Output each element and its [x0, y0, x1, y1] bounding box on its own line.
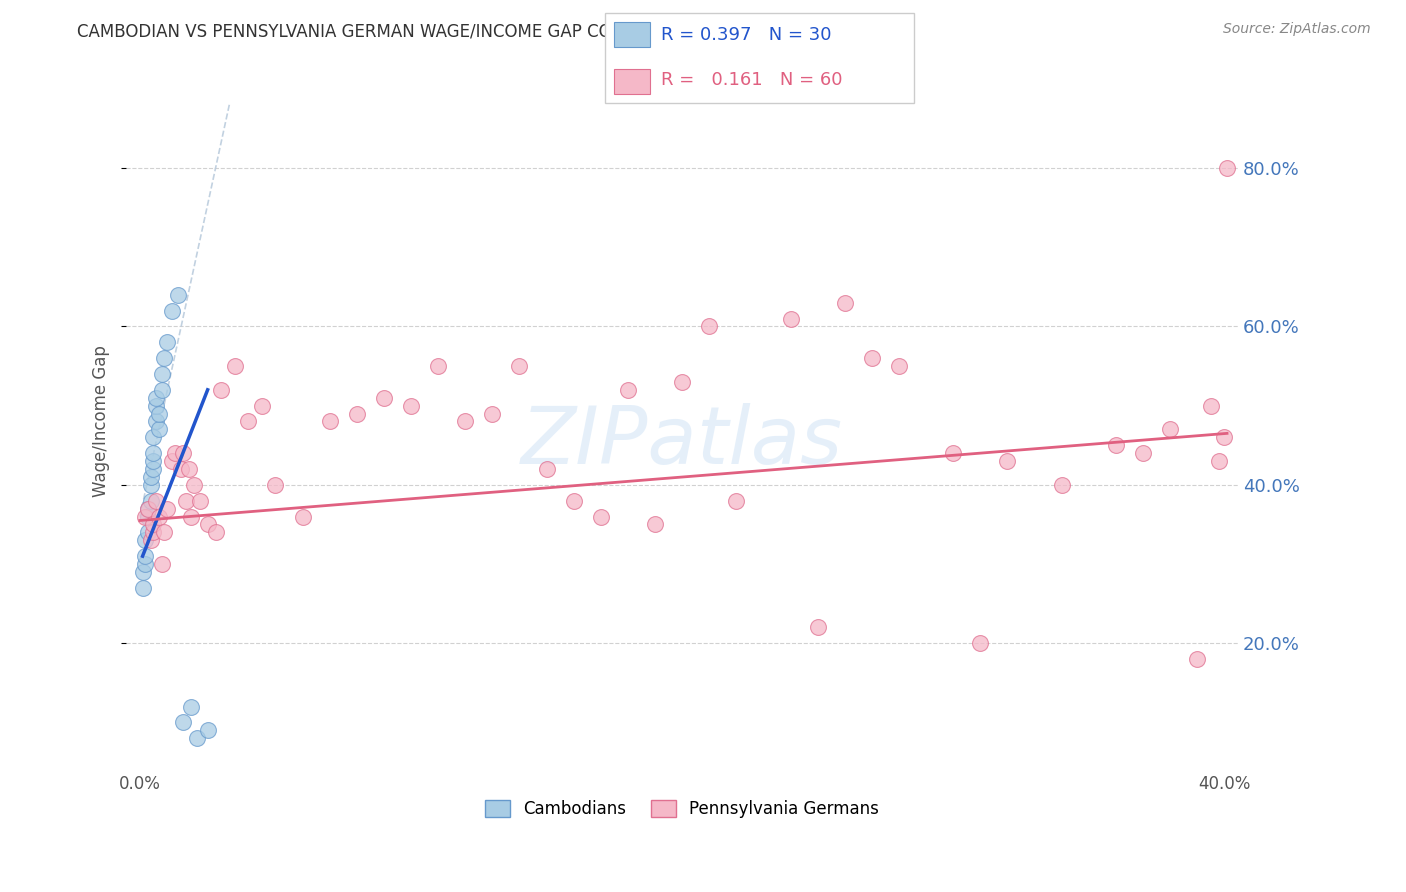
Point — [264, 478, 287, 492]
Point — [131, 565, 153, 579]
Point — [807, 620, 830, 634]
Point — [536, 462, 558, 476]
Point — [197, 723, 219, 738]
Point — [942, 446, 965, 460]
Point — [346, 407, 368, 421]
Point — [188, 493, 211, 508]
Point — [136, 501, 159, 516]
Point — [166, 287, 188, 301]
Point — [134, 549, 156, 563]
Point — [481, 407, 503, 421]
Point — [1050, 478, 1073, 492]
Point — [671, 375, 693, 389]
Text: R =   0.161   N = 60: R = 0.161 N = 60 — [661, 71, 842, 89]
Point — [172, 715, 194, 730]
Point — [136, 509, 159, 524]
Point — [644, 517, 666, 532]
Point — [1216, 161, 1239, 175]
Point — [508, 359, 530, 373]
Point — [162, 303, 184, 318]
Point — [180, 509, 202, 524]
Point — [1132, 446, 1154, 460]
Point — [834, 295, 856, 310]
Point — [725, 493, 748, 508]
Point — [162, 454, 184, 468]
Point — [145, 493, 167, 508]
Point — [148, 407, 170, 421]
Point — [174, 493, 197, 508]
Point — [131, 581, 153, 595]
Point — [142, 430, 165, 444]
Point — [142, 446, 165, 460]
Point — [134, 557, 156, 571]
Point — [860, 351, 883, 365]
Text: R = 0.397   N = 30: R = 0.397 N = 30 — [661, 26, 831, 44]
Point — [1159, 422, 1181, 436]
Point — [997, 454, 1019, 468]
Point — [169, 462, 191, 476]
Point — [779, 311, 801, 326]
Point — [153, 351, 176, 365]
Point — [156, 501, 179, 516]
Point — [148, 509, 170, 524]
Point — [145, 399, 167, 413]
Point — [136, 525, 159, 540]
Point — [150, 383, 173, 397]
Point — [180, 699, 202, 714]
Point — [238, 415, 260, 429]
Text: Source: ZipAtlas.com: Source: ZipAtlas.com — [1223, 22, 1371, 37]
Point — [589, 509, 612, 524]
Legend: Cambodians, Pennsylvania Germans: Cambodians, Pennsylvania Germans — [478, 793, 886, 824]
Point — [562, 493, 585, 508]
Point — [1105, 438, 1128, 452]
Point — [177, 462, 200, 476]
Point — [224, 359, 246, 373]
Point — [150, 557, 173, 571]
Point — [318, 415, 340, 429]
Y-axis label: Wage/Income Gap: Wage/Income Gap — [93, 345, 110, 498]
Point — [969, 636, 991, 650]
Point — [134, 533, 156, 548]
Point — [1199, 399, 1222, 413]
Point — [697, 319, 720, 334]
Point — [142, 462, 165, 476]
Point — [454, 415, 477, 429]
Point — [142, 525, 165, 540]
Point — [1208, 454, 1230, 468]
Point — [142, 517, 165, 532]
Point — [148, 422, 170, 436]
Point — [427, 359, 450, 373]
Text: CAMBODIAN VS PENNSYLVANIA GERMAN WAGE/INCOME GAP CORRELATION CHART: CAMBODIAN VS PENNSYLVANIA GERMAN WAGE/IN… — [77, 22, 768, 40]
Point — [153, 525, 176, 540]
Text: ZIPatlas: ZIPatlas — [522, 403, 844, 482]
Point — [172, 446, 194, 460]
Point — [142, 454, 165, 468]
Point — [139, 533, 162, 548]
Point — [134, 509, 156, 524]
Point — [209, 383, 232, 397]
Point — [617, 383, 640, 397]
Point — [150, 367, 173, 381]
Point — [291, 509, 314, 524]
Point — [1185, 652, 1208, 666]
Point — [250, 399, 273, 413]
Point — [887, 359, 910, 373]
Point — [139, 493, 162, 508]
Point — [186, 731, 208, 746]
Point — [136, 501, 159, 516]
Point — [165, 446, 187, 460]
Point — [145, 415, 167, 429]
Point — [1213, 430, 1236, 444]
Point — [183, 478, 205, 492]
Point — [139, 478, 162, 492]
Point — [139, 470, 162, 484]
Point — [204, 525, 226, 540]
Point — [373, 391, 395, 405]
Point — [197, 517, 219, 532]
Point — [399, 399, 422, 413]
Point — [156, 335, 179, 350]
Point — [145, 391, 167, 405]
